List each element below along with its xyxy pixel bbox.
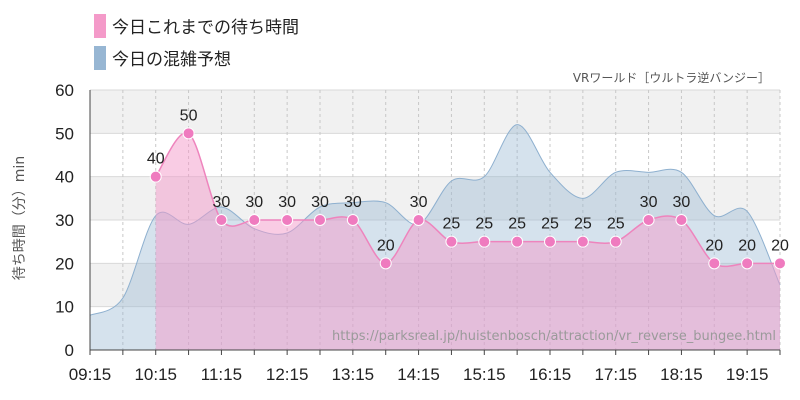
actual-point: [774, 257, 786, 270]
data-label: 25: [541, 216, 559, 233]
data-label: 25: [574, 216, 592, 233]
actual-point: [478, 235, 491, 248]
axes: 0 10 20 30 40 50 60 09:15 10:15 11:15 12:15 13:15 14…: [55, 81, 781, 384]
actual-point: [412, 214, 425, 226]
data-label: 30: [640, 194, 658, 211]
plot-band: [90, 90, 780, 134]
actual-point: [642, 214, 655, 226]
actual-point: [149, 170, 162, 183]
actual-point: [544, 235, 556, 248]
x-tick-label: 09:15: [69, 365, 112, 384]
data-label: 20: [738, 237, 756, 254]
y-tick-label: 20: [55, 254, 74, 273]
actual-point: [215, 214, 228, 226]
data-label: 30: [245, 194, 263, 211]
legend-swatch-forecast: [94, 46, 106, 70]
data-markers: [149, 127, 786, 270]
legend: 今日これまでの待ち時間 今日の混雑予想: [94, 14, 299, 70]
data-label: 30: [344, 194, 362, 211]
y-axis-title: 待ち時間（分）min: [12, 156, 28, 280]
actual-point: [248, 214, 261, 226]
actual-point: [609, 235, 622, 248]
data-label: 25: [607, 216, 625, 233]
x-tick-label: 12:15: [266, 365, 309, 384]
data-label: 30: [213, 194, 231, 211]
legend-label-forecast: 今日の混雑予想: [112, 50, 231, 70]
x-tick-label: 10:15: [134, 365, 177, 384]
actual-point: [281, 214, 294, 226]
data-label: 30: [311, 194, 329, 211]
data-label: 25: [508, 216, 526, 233]
x-tick-label: 19:15: [726, 365, 769, 384]
legend-label-actual: 今日これまでの待ち時間: [112, 18, 299, 38]
data-label: 20: [377, 237, 395, 254]
data-label: 20: [705, 237, 723, 254]
x-tick-label: 13:15: [332, 365, 375, 384]
data-label: 30: [673, 194, 691, 211]
actual-point: [346, 214, 359, 226]
y-tick-label: 60: [55, 81, 74, 100]
actual-point: [379, 257, 392, 270]
series-areas: [89, 124, 781, 350]
x-tick-label: 17:15: [594, 365, 637, 384]
actual-point: [182, 127, 195, 140]
actual-area: [155, 132, 780, 350]
actual-point: [708, 257, 721, 270]
x-tick-label: 14:15: [397, 365, 440, 384]
y-tick-label: 10: [55, 298, 74, 317]
x-tick-label: 16:15: [529, 365, 572, 384]
data-label: 50: [180, 107, 198, 124]
actual-point: [445, 235, 458, 248]
data-label: 20: [771, 237, 789, 254]
source-url-watermark: https://parksreal.jp/huistenbosch/attrac…: [332, 329, 776, 344]
data-label: 25: [475, 216, 493, 233]
actual-point: [675, 214, 688, 226]
actual-point: [314, 214, 326, 226]
chart-subtitle: VRワールド［ウルトラ逆バンジー］: [573, 70, 770, 85]
actual-point: [511, 235, 524, 248]
data-label: 30: [278, 194, 296, 211]
legend-swatch-actual: [94, 14, 106, 38]
actual-point: [741, 257, 754, 270]
y-tick-label: 40: [55, 168, 74, 187]
actual-point: [576, 235, 589, 248]
x-tick-label: 11:15: [201, 365, 242, 384]
y-tick-label: 50: [55, 124, 74, 143]
data-label: 25: [443, 216, 461, 233]
data-label: 30: [410, 194, 428, 211]
data-label: 40: [147, 151, 165, 168]
y-tick-label: 30: [55, 211, 74, 230]
data-labels: 40 50 30 30 30 30 30 20 30 25 25 25 25 25 25 30 30 20 20 20: [147, 107, 789, 254]
y-tick-label: 0: [65, 341, 74, 360]
x-tick-label: 18:15: [660, 365, 703, 384]
x-tick-label: 15:15: [463, 365, 506, 384]
